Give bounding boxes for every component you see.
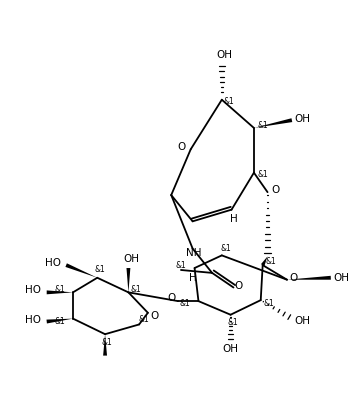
Text: OH: OH <box>223 344 239 354</box>
Polygon shape <box>65 263 97 278</box>
Text: OH: OH <box>333 273 348 283</box>
Text: OH: OH <box>294 316 310 325</box>
Polygon shape <box>103 334 107 356</box>
Text: HO: HO <box>25 314 41 325</box>
Text: H: H <box>189 273 197 283</box>
Text: HO: HO <box>45 258 61 268</box>
Text: &1: &1 <box>220 244 231 253</box>
Polygon shape <box>47 319 73 324</box>
Polygon shape <box>261 256 268 266</box>
Text: O: O <box>178 142 186 152</box>
Polygon shape <box>287 276 331 280</box>
Text: &1: &1 <box>131 285 142 294</box>
Text: HO: HO <box>25 286 41 295</box>
Text: &1: &1 <box>95 265 105 275</box>
Text: &1: &1 <box>265 257 276 266</box>
Text: OH: OH <box>294 114 310 124</box>
Text: &1: &1 <box>227 318 238 327</box>
Text: O: O <box>234 280 243 291</box>
Text: &1: &1 <box>257 120 268 130</box>
Polygon shape <box>47 290 73 294</box>
Polygon shape <box>126 268 130 292</box>
Text: &1: &1 <box>102 339 112 348</box>
Text: O: O <box>290 273 298 283</box>
Text: OH: OH <box>217 50 233 60</box>
Text: NH: NH <box>186 248 201 258</box>
Text: &1: &1 <box>55 285 66 294</box>
Text: O: O <box>271 185 279 195</box>
Text: &1: &1 <box>139 315 149 324</box>
Text: H: H <box>230 214 237 224</box>
Text: &1: &1 <box>223 97 234 106</box>
Polygon shape <box>254 118 292 128</box>
Text: &1: &1 <box>55 317 66 326</box>
Text: &1: &1 <box>257 170 268 179</box>
Text: O: O <box>151 311 159 321</box>
Text: &1: &1 <box>180 299 190 308</box>
Text: &1: &1 <box>263 299 274 308</box>
Text: &1: &1 <box>176 261 186 270</box>
Text: OH: OH <box>123 254 139 264</box>
Text: O: O <box>167 293 175 303</box>
